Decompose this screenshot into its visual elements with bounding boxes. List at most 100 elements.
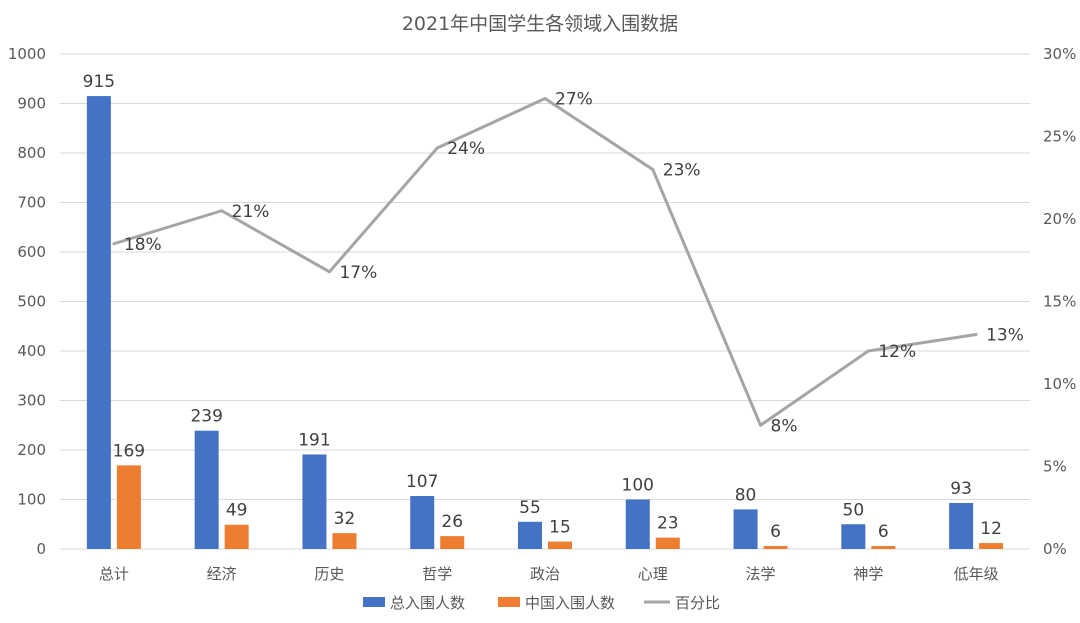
line-point — [974, 333, 978, 336]
category-labels: 总计 经济 历史 哲学 政治 心理 法学 神学 低年级 — [99, 565, 999, 583]
bar — [440, 536, 465, 549]
left-tick-label: 400 — [17, 342, 46, 360]
bar-data-label: 12 — [980, 519, 1002, 539]
bar-data-label: 26 — [441, 512, 463, 532]
bar — [949, 502, 974, 549]
legend-label: 百分比 — [675, 594, 720, 612]
bar-data-label: 55 — [519, 498, 541, 518]
right-tick-label: 5% — [1043, 458, 1067, 476]
left-tick-label: 500 — [17, 293, 46, 311]
line-data-label: 24% — [447, 139, 485, 159]
bar — [224, 524, 249, 549]
chart-title: 2021年中国学生各领域入围数据 — [402, 13, 678, 35]
line-point — [543, 97, 547, 101]
gridlines — [60, 53, 1030, 550]
right-tick-label: 0% — [1043, 540, 1067, 558]
legend-item[interactable]: 中国入围人数 — [498, 594, 615, 612]
legend-item[interactable]: 百分比 — [644, 594, 720, 612]
bar — [548, 541, 572, 549]
bar — [871, 546, 896, 549]
bar — [332, 533, 357, 549]
legend-label: 中国入围人数 — [525, 594, 615, 612]
data-labels: 915 239 191 107 55 100 80 50 93 169 49 32 26 15 23 6 6 12… — [83, 72, 1024, 542]
bar-data-label: 100 — [622, 476, 654, 496]
bar-data-label: 191 — [298, 430, 330, 450]
bar-data-label: 80 — [735, 485, 757, 505]
bar — [410, 496, 435, 549]
left-tick-label: 700 — [17, 194, 46, 212]
bar-data-label: 107 — [406, 472, 438, 492]
bar — [302, 454, 327, 549]
left-tick-label: 800 — [17, 144, 46, 162]
line-data-label: 8% — [771, 416, 798, 436]
bar-data-label: 915 — [83, 72, 115, 92]
category-label: 历史 — [314, 565, 344, 583]
category-label: 法学 — [746, 565, 776, 583]
right-tick-label: 20% — [1043, 210, 1076, 228]
line-point — [112, 242, 116, 246]
line-data-label: 27% — [555, 90, 593, 110]
line-data-label: 12% — [878, 342, 916, 362]
category-label: 低年级 — [954, 565, 999, 583]
right-tick-label: 25% — [1043, 128, 1076, 146]
line-data-label: 17% — [339, 263, 377, 283]
right-tick-label: 15% — [1043, 293, 1076, 311]
right-tick-label: 30% — [1043, 45, 1076, 63]
bar — [116, 465, 141, 549]
left-tick-label: 0 — [36, 540, 46, 558]
legend-item[interactable]: 总入围人数 — [363, 594, 465, 612]
left-axis-ticks: 0 100 200 300 400 500 600 700 800 900 1000 — [8, 45, 46, 558]
legend-swatch — [498, 597, 520, 607]
left-tick-label: 900 — [17, 95, 46, 113]
bar-data-label: 169 — [113, 441, 145, 461]
bar-data-label: 6 — [770, 522, 781, 542]
left-tick-label: 1000 — [8, 45, 46, 63]
line-data-label: 13% — [986, 326, 1024, 346]
bar — [733, 509, 758, 549]
category-label: 经济 — [207, 565, 237, 583]
bar — [518, 521, 542, 549]
left-tick-label: 200 — [17, 441, 46, 459]
bar-data-label: 50 — [843, 500, 865, 520]
bar — [194, 430, 219, 549]
right-axis-ticks: 0% 5% 10% 15% 20% 25% 30% — [1043, 45, 1076, 558]
bar-data-label: 93 — [950, 479, 972, 499]
bar — [841, 524, 866, 549]
line-data-label: 18% — [124, 235, 162, 255]
left-tick-label: 300 — [17, 392, 46, 410]
line-point — [866, 349, 870, 353]
right-tick-label: 10% — [1043, 375, 1076, 393]
line-point — [759, 423, 763, 427]
bar — [625, 499, 650, 549]
line-point — [220, 209, 224, 213]
bar-data-label: 6 — [878, 522, 889, 542]
category-label: 神学 — [853, 565, 883, 583]
bar-data-label: 239 — [190, 407, 222, 427]
bar — [86, 96, 111, 549]
left-tick-label: 100 — [17, 491, 46, 509]
line-series — [112, 97, 978, 427]
legend-swatch — [363, 597, 385, 607]
line-data-label: 23% — [663, 161, 701, 181]
percent-line — [113, 97, 977, 427]
line-point — [435, 146, 439, 150]
bar — [979, 543, 1004, 549]
category-label: 总计 — [99, 565, 129, 583]
bar-series — [86, 96, 1004, 549]
bar — [655, 537, 680, 549]
left-tick-label: 600 — [17, 243, 46, 261]
line-point — [651, 168, 655, 171]
bar — [763, 546, 788, 549]
legend-label: 总入围人数 — [390, 594, 465, 612]
category-label: 政治 — [530, 565, 560, 583]
line-point — [327, 270, 331, 274]
bar-data-label: 49 — [226, 501, 248, 521]
category-label: 心理 — [638, 565, 668, 583]
line-data-label: 21% — [232, 202, 270, 222]
category-label: 哲学 — [422, 565, 452, 583]
legend[interactable]: 总入围人数 中国入围人数 百分比 — [363, 594, 720, 612]
bar-data-label: 32 — [334, 509, 356, 529]
bar-data-label: 23 — [657, 514, 679, 534]
bar-data-label: 15 — [549, 518, 571, 538]
